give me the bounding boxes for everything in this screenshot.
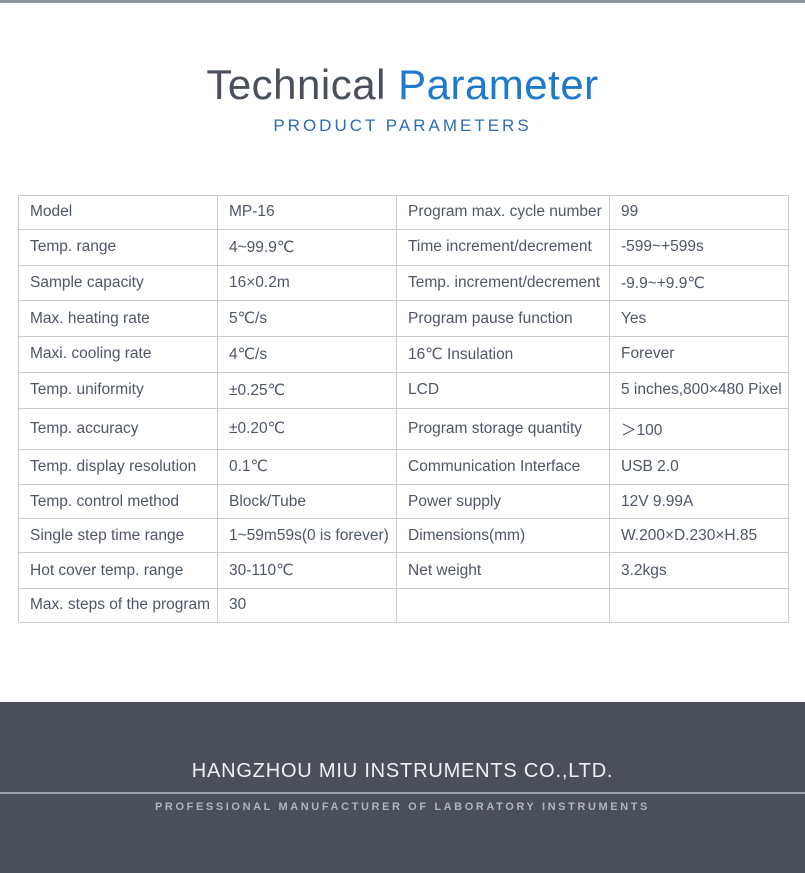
param-label: Temp. display resolution [18,448,218,486]
param-value: -599~+599s [609,228,789,266]
param-label: Single step time range [18,518,218,554]
table-row: Model MP-16 Program max. cycle number 99 [18,195,789,230]
table-row: Single step time range 1~59m59s(0 is fore… [18,518,789,554]
param-value: 1~59m59s(0 is forever) [217,518,397,554]
title-word-parameter: Parameter [398,61,599,108]
table-row: Temp. uniformity ±0.25℃ LCD 5 inches,800×48… [18,371,789,409]
title-word-technical: Technical [206,61,386,108]
param-value: 5 inches,800×480 Pixel [609,371,789,409]
table-row: Sample capacity 16×0.2m Temp. increment/de… [18,264,789,302]
footer-divider [0,792,805,794]
param-value: 0.1℃ [217,448,397,486]
param-label: Temp. control method [18,484,218,520]
table-row: Maxi. cooling rate 4℃/s 16℃ Insulation Fore… [18,336,789,373]
param-label: Sample capacity [18,264,218,302]
param-label: Max. heating rate [18,300,218,338]
param-label: Program max. cycle number [396,195,610,230]
param-label: Net weight [396,552,610,589]
param-value: 5℃/s [217,300,397,338]
param-value: ＞100 [609,407,789,450]
param-value: 3.2kgs [609,552,789,589]
param-value: 16×0.2m [217,264,397,302]
param-value: Yes [609,300,789,338]
param-label: Temp. uniformity [18,371,218,409]
param-label: Temp. accuracy [18,407,218,450]
param-value: ±0.20℃ [217,407,397,450]
footer: HANGZHOU MIU INSTRUMENTS CO.,LTD. PROFES… [0,702,805,873]
param-value: 12V 9.99A [609,484,789,520]
param-value: -9.9~+9.9℃ [609,264,789,302]
param-label: Program storage quantity [396,407,610,450]
param-value: 99 [609,195,789,230]
param-value: 4℃/s [217,336,397,373]
page-header: Technical Parameter PRODUCT PARAMETERS [0,60,805,136]
param-value: Block/Tube [217,484,397,520]
param-label [396,587,610,624]
table-row: Hot cover temp. range 30-110℃ Net weight 3.… [18,552,789,589]
table-row: Temp. display resolution 0.1℃ Communicatio… [18,448,789,486]
param-label: Communication Interface [396,448,610,486]
param-label: Program pause function [396,300,610,338]
param-value: MP-16 [217,195,397,230]
table-row: Temp. control method Block/Tube Power supp… [18,484,789,520]
param-value: Forever [609,336,789,373]
param-value: 30 [217,587,397,624]
table-row: Temp. accuracy ±0.20℃ Program storage quan… [18,407,789,450]
table-row: Temp. range 4~99.9℃ Time increment/decreme… [18,228,789,266]
param-label: Dimensions(mm) [396,518,610,554]
param-value: 4~99.9℃ [217,228,397,266]
table-row: Max. heating rate 5℃/s Program pause funct… [18,300,789,338]
param-value: 30-110℃ [217,552,397,589]
param-label: Time increment/decrement [396,228,610,266]
parameters-table: Model MP-16 Program max. cycle number 99 Tem… [18,195,789,624]
param-label: Temp. range [18,228,218,266]
footer-tagline: PROFESSIONAL MANUFACTURER OF LABORATORY … [155,801,650,813]
param-value [609,587,789,624]
param-label: Model [18,195,218,230]
param-label: Hot cover temp. range [18,552,218,589]
parameters-table-body: Model MP-16 Program max. cycle number 99 Tem… [18,195,789,624]
param-value: W.200×D.230×H.85 [609,518,789,554]
company-name: HANGZHOU MIU INSTRUMENTS CO.,LTD. [191,760,614,782]
param-label: Maxi. cooling rate [18,336,218,373]
param-label: LCD [396,371,610,409]
page-title: Technical Parameter [0,60,805,110]
top-accent-line [0,0,805,3]
param-label: Max. steps of the program [18,587,218,624]
param-value: ±0.25℃ [217,371,397,409]
page-subtitle: PRODUCT PARAMETERS [273,116,532,135]
table-row: Max. steps of the program 30 [18,587,789,624]
param-label: 16℃ Insulation [396,336,610,373]
param-label: Power supply [396,484,610,520]
param-value: USB 2.0 [609,448,789,486]
param-label: Temp. increment/decrement [396,264,610,302]
